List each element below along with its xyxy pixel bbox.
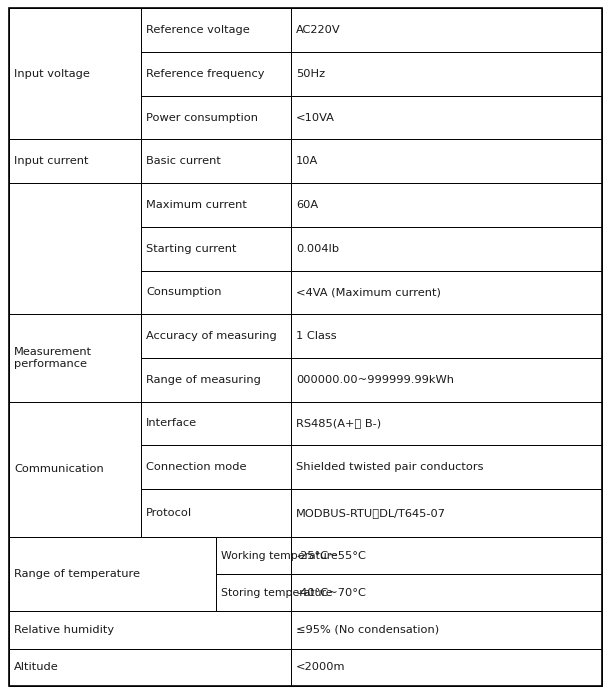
Bar	[141, 402, 291, 446]
Bar	[291, 183, 602, 227]
Text: Power consumption: Power consumption	[146, 112, 258, 123]
Text: -25°C~55°C: -25°C~55°C	[296, 550, 366, 561]
Bar	[141, 183, 291, 227]
Bar	[141, 227, 291, 271]
Bar	[291, 96, 602, 139]
Text: ≤95% (No condensation): ≤95% (No condensation)	[296, 625, 439, 635]
Text: Starting current: Starting current	[146, 244, 237, 254]
Bar	[291, 358, 602, 402]
Text: Reference frequency: Reference frequency	[146, 69, 265, 79]
Bar	[291, 489, 602, 537]
Text: Accuracy of measuring: Accuracy of measuring	[146, 331, 277, 341]
Bar	[291, 402, 602, 446]
Text: Storing temperature: Storing temperature	[221, 588, 333, 598]
Bar	[216, 537, 291, 574]
Bar	[9, 402, 141, 537]
Text: Input voltage: Input voltage	[14, 69, 90, 79]
Bar	[291, 648, 602, 686]
Bar	[9, 648, 291, 686]
Text: Relative humidity: Relative humidity	[14, 625, 114, 635]
Text: Working temperature: Working temperature	[221, 550, 338, 561]
Text: Connection mode: Connection mode	[146, 462, 247, 472]
Bar	[291, 139, 602, 183]
Text: 1 Class: 1 Class	[296, 331, 337, 341]
Text: Maximum current: Maximum current	[146, 200, 247, 210]
Text: Protocol: Protocol	[146, 508, 192, 518]
Text: Interface: Interface	[146, 418, 197, 428]
Text: RS485(A+、 B-): RS485(A+、 B-)	[296, 418, 381, 428]
Text: Altitude: Altitude	[14, 662, 58, 672]
Bar	[141, 139, 291, 183]
Text: AC220V: AC220V	[296, 25, 340, 35]
Bar	[141, 271, 291, 314]
Text: 60A: 60A	[296, 200, 318, 210]
Text: Shielded twisted pair conductors: Shielded twisted pair conductors	[296, 462, 484, 472]
Text: Range of measuring: Range of measuring	[146, 375, 261, 384]
Text: 50Hz: 50Hz	[296, 69, 325, 79]
Bar	[291, 271, 602, 314]
Bar	[141, 489, 291, 537]
Bar	[291, 446, 602, 489]
Bar	[291, 537, 602, 574]
Text: <10VA: <10VA	[296, 112, 335, 123]
Bar	[141, 446, 291, 489]
Bar	[141, 314, 291, 358]
Bar	[141, 8, 291, 52]
Bar	[141, 96, 291, 139]
Text: <2000m: <2000m	[296, 662, 345, 672]
Text: Communication: Communication	[14, 464, 104, 475]
Text: -40°C~70°C: -40°C~70°C	[296, 588, 366, 598]
Text: Consumption: Consumption	[146, 287, 222, 297]
Bar	[291, 611, 602, 648]
Bar	[9, 183, 141, 314]
Bar	[9, 139, 141, 183]
Bar	[291, 8, 602, 52]
Bar	[141, 358, 291, 402]
Text: Input current: Input current	[14, 156, 88, 167]
Bar	[291, 314, 602, 358]
Bar	[291, 52, 602, 96]
Bar	[9, 611, 291, 648]
Bar	[291, 574, 602, 611]
Text: Reference voltage: Reference voltage	[146, 25, 250, 35]
Text: 10A: 10A	[296, 156, 319, 167]
Text: Basic current: Basic current	[146, 156, 221, 167]
Text: Measurement
performance: Measurement performance	[14, 346, 92, 369]
Bar	[9, 537, 216, 611]
Bar	[291, 227, 602, 271]
Text: Range of temperature: Range of temperature	[14, 569, 140, 579]
Bar	[216, 574, 291, 611]
Text: 000000.00~999999.99kWh: 000000.00~999999.99kWh	[296, 375, 454, 384]
Text: <4VA (Maximum current): <4VA (Maximum current)	[296, 287, 441, 297]
Bar	[9, 314, 141, 402]
Text: MODBUS-RTU、DL/T645-07: MODBUS-RTU、DL/T645-07	[296, 508, 446, 518]
Text: 0.004Ib: 0.004Ib	[296, 244, 339, 254]
Bar	[141, 52, 291, 96]
Bar	[9, 8, 141, 139]
